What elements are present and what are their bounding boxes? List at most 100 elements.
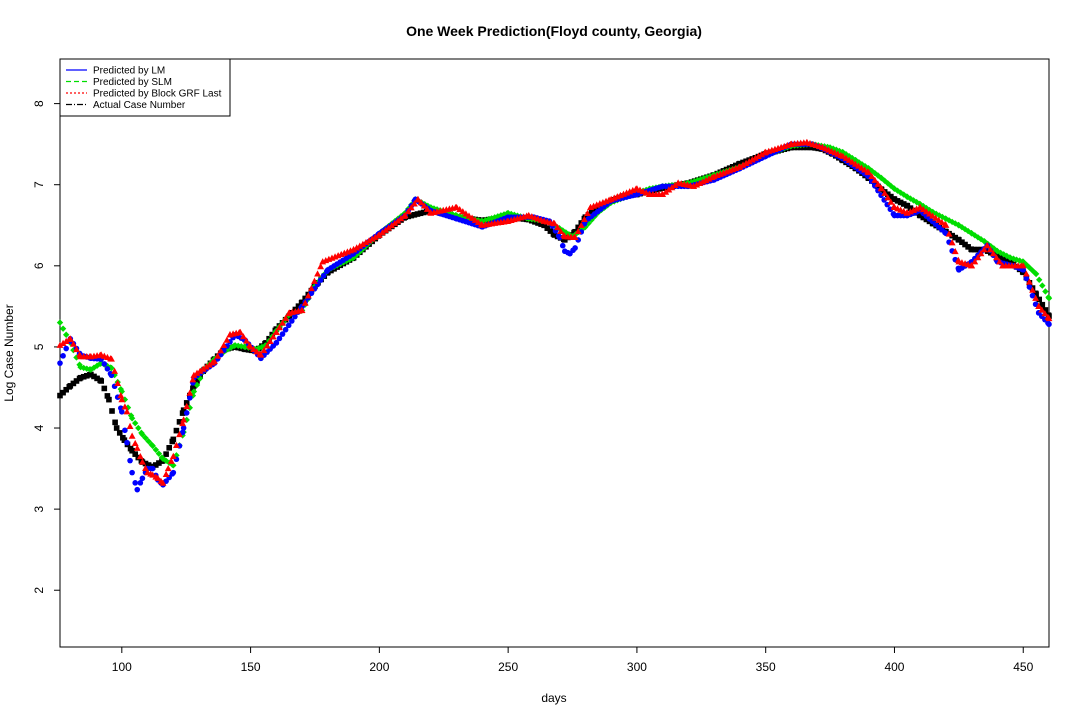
data-point xyxy=(180,425,187,431)
data-point xyxy=(1039,282,1046,289)
data-point xyxy=(121,437,128,443)
data-point xyxy=(139,458,146,465)
data-point xyxy=(179,410,186,416)
data-point xyxy=(350,245,358,253)
data-point xyxy=(1042,288,1049,295)
data-point xyxy=(83,372,90,379)
data-point xyxy=(279,319,286,326)
data-point xyxy=(751,154,759,161)
data-point xyxy=(1039,301,1046,308)
data-point xyxy=(1036,276,1043,283)
data-point xyxy=(67,383,74,389)
data-point xyxy=(894,198,901,204)
data-point xyxy=(136,452,144,460)
data-point xyxy=(142,460,149,467)
data-point xyxy=(965,244,971,250)
data-point xyxy=(1016,257,1023,264)
data-point xyxy=(1042,307,1049,313)
data-point xyxy=(119,409,125,415)
data-point xyxy=(111,367,119,374)
data-point xyxy=(994,248,1001,255)
data-point xyxy=(279,331,286,337)
data-point xyxy=(295,303,302,309)
data-point xyxy=(697,175,704,183)
data-point xyxy=(112,419,118,426)
data-point xyxy=(73,345,80,353)
data-point xyxy=(408,212,415,219)
data-point xyxy=(379,229,386,236)
data-point xyxy=(307,284,315,292)
data-point xyxy=(974,234,982,241)
data-point xyxy=(299,299,305,306)
data-point xyxy=(888,193,894,200)
data-point xyxy=(1020,267,1027,273)
data-point xyxy=(104,366,111,372)
data-point xyxy=(183,402,191,410)
data-point xyxy=(404,208,412,215)
data-point xyxy=(149,465,156,472)
data-point xyxy=(276,324,283,331)
data-point xyxy=(189,376,197,383)
x-tick-label: 200 xyxy=(369,660,389,674)
data-point xyxy=(170,469,177,476)
data-point xyxy=(365,237,373,244)
data-point xyxy=(968,246,975,253)
data-point xyxy=(977,250,985,257)
data-point xyxy=(557,227,565,235)
data-point xyxy=(1007,258,1014,265)
data-point xyxy=(113,425,120,431)
data-point xyxy=(1036,296,1043,303)
data-point xyxy=(974,254,982,261)
data-point xyxy=(414,211,421,217)
data-point xyxy=(659,190,667,198)
data-point xyxy=(456,205,464,213)
data-point xyxy=(63,386,69,393)
data-point xyxy=(371,233,379,240)
data-point xyxy=(57,392,63,399)
data-point xyxy=(471,216,479,223)
data-point xyxy=(173,441,180,449)
data-point xyxy=(1023,275,1030,282)
data-point xyxy=(179,429,186,436)
y-tick-label: 8 xyxy=(32,100,46,107)
data-point xyxy=(145,462,152,468)
data-point xyxy=(868,172,876,180)
data-point xyxy=(474,218,482,226)
data-point xyxy=(116,430,123,436)
data-point xyxy=(205,361,213,368)
data-point xyxy=(748,156,756,163)
data-point xyxy=(961,225,969,233)
data-point xyxy=(745,158,753,165)
data-point xyxy=(183,410,190,416)
data-point xyxy=(951,247,959,255)
data-point xyxy=(152,446,160,453)
data-point xyxy=(855,159,863,166)
data-point xyxy=(913,198,920,206)
data-point xyxy=(938,218,946,226)
data-point xyxy=(187,395,193,401)
data-point xyxy=(164,464,172,472)
data-point xyxy=(881,189,889,196)
data-point xyxy=(156,460,162,466)
data-point xyxy=(1032,301,1039,308)
data-point xyxy=(1026,264,1033,271)
data-point xyxy=(580,215,588,223)
data-point xyxy=(353,244,361,251)
data-point xyxy=(739,161,747,168)
data-point xyxy=(122,427,128,434)
data-point xyxy=(916,203,924,211)
data-point xyxy=(551,220,558,227)
data-point xyxy=(417,210,424,217)
x-axis: 100 150 200 250 300 350 400 450 xyxy=(112,647,1034,674)
data-point xyxy=(706,173,714,180)
data-point xyxy=(544,225,551,231)
data-point xyxy=(173,452,180,459)
data-point xyxy=(1033,291,1039,297)
data-point xyxy=(62,337,70,345)
data-point xyxy=(923,204,930,212)
y-tick-label: 6 xyxy=(32,262,46,269)
y-tick-label: 3 xyxy=(32,505,46,512)
data-point xyxy=(1019,262,1027,269)
